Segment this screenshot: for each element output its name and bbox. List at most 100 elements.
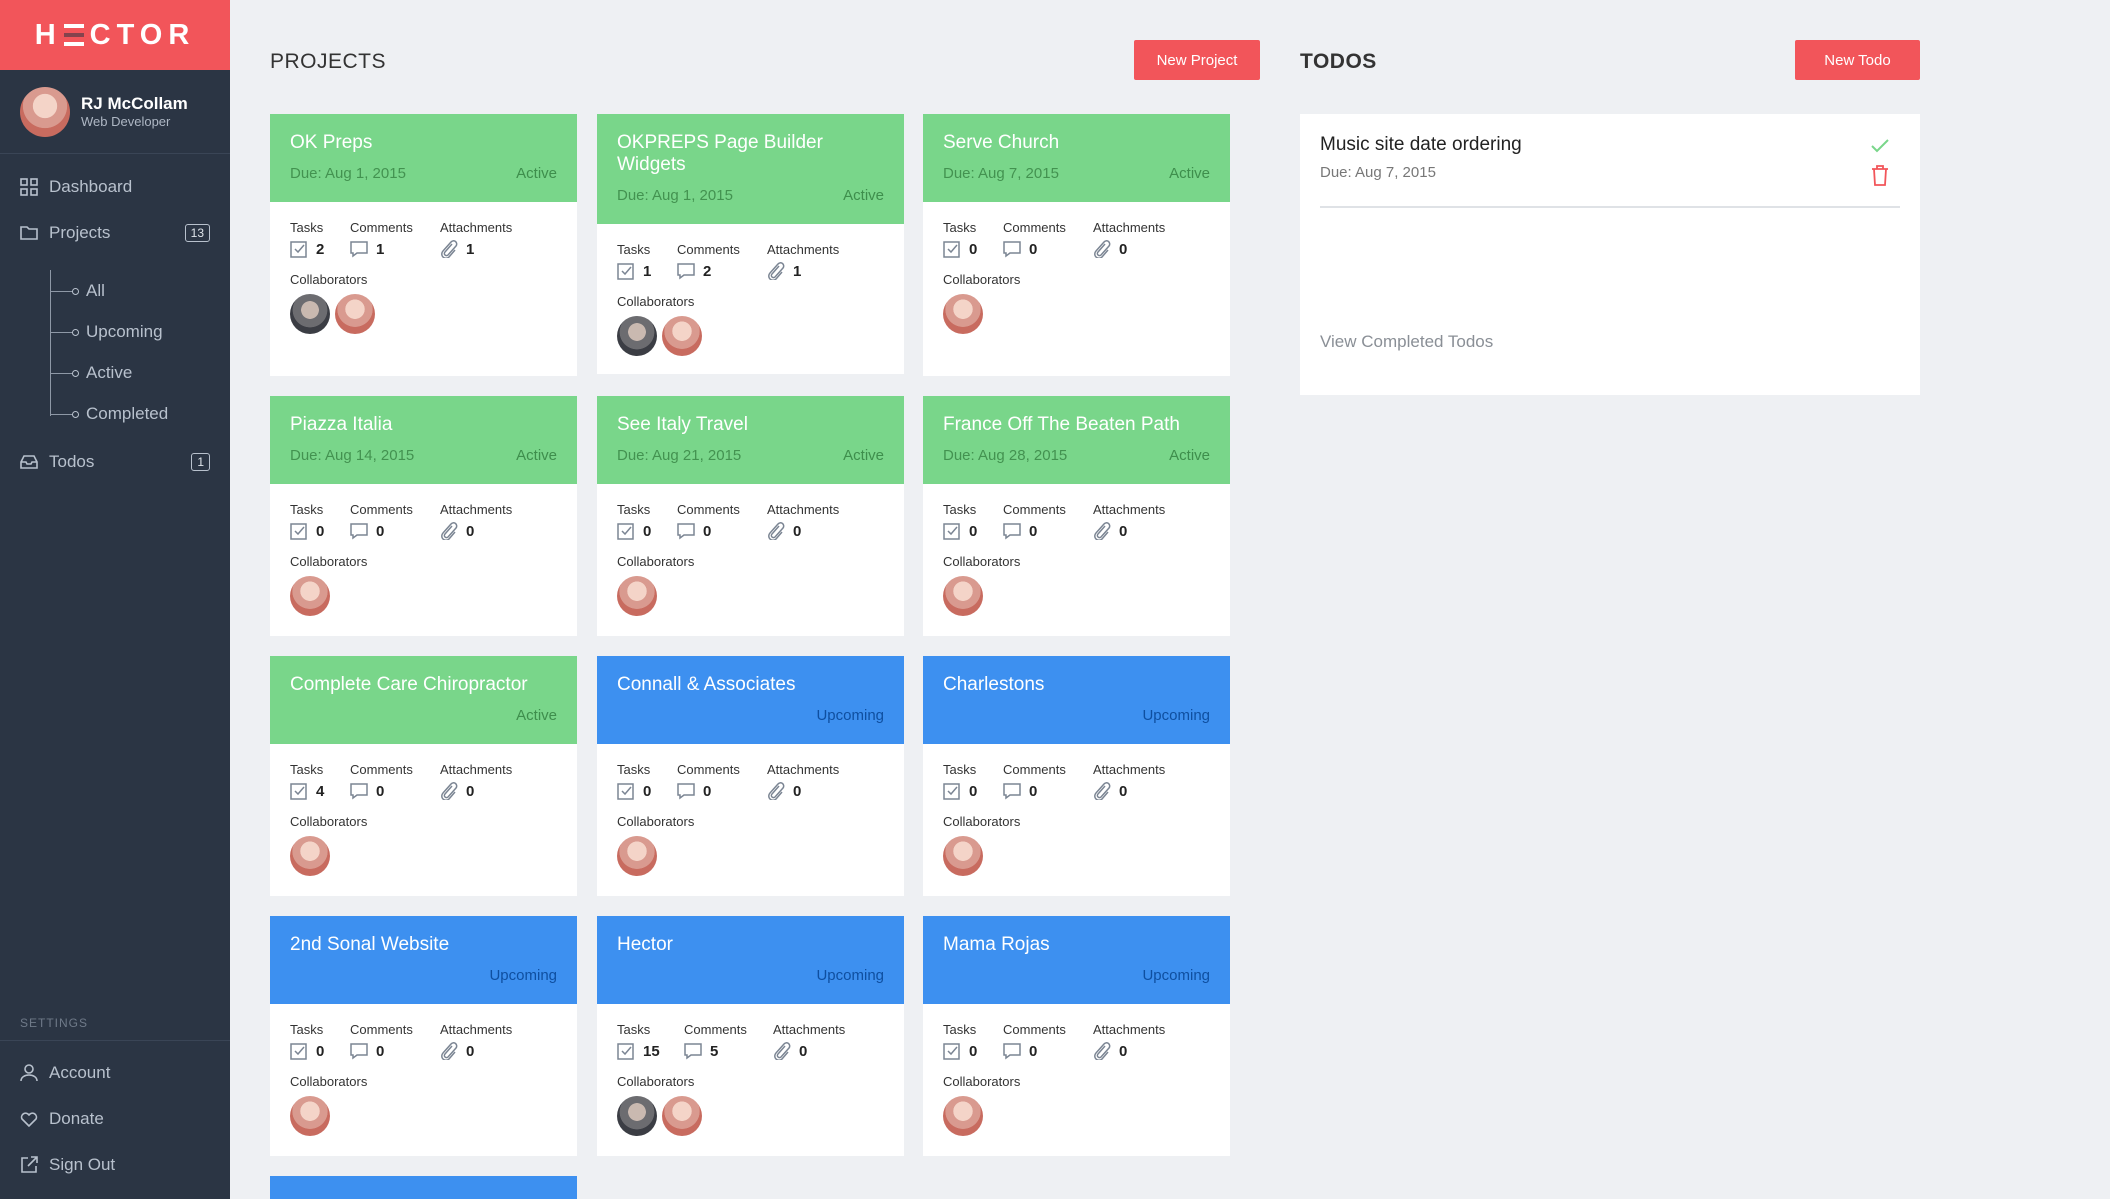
comment-icon bbox=[1003, 241, 1021, 258]
nav-todos[interactable]: Todos 1 bbox=[0, 442, 230, 482]
avatar[interactable] bbox=[617, 836, 657, 876]
collaborators: Collaborators bbox=[923, 272, 1230, 334]
user-profile[interactable]: RJ McCollam Web Developer bbox=[0, 70, 230, 154]
project-card-header[interactable]: 2nd Sonal Website Upcoming bbox=[270, 916, 577, 1004]
tree-node-icon bbox=[50, 288, 79, 295]
project-title[interactable]: Complete Care Chiropractor bbox=[290, 674, 528, 695]
stat-tasks: Tasks 4 bbox=[290, 762, 324, 800]
projects-subtree-line bbox=[50, 270, 78, 416]
project-card-header[interactable]: Piazza Italia Due: Aug 14, 2015 Active bbox=[270, 396, 577, 484]
project-card[interactable]: France Off The Beaten Path Due: Aug 28, 2… bbox=[923, 396, 1230, 636]
nav-donate[interactable]: Donate bbox=[0, 1099, 230, 1139]
avatar[interactable] bbox=[662, 1096, 702, 1136]
nav-dashboard[interactable]: Dashboard bbox=[0, 167, 230, 207]
project-card[interactable]: Complete Care Chiropractor Active Tasks 4 Co… bbox=[270, 656, 577, 896]
nav-todos-label: Todos bbox=[49, 452, 95, 471]
project-card-header[interactable]: Connall & Associates Upcoming bbox=[597, 656, 904, 744]
stat-tasks-label: Tasks bbox=[290, 502, 324, 517]
project-stats: Tasks 0 Comments 0 Attachments 0 bbox=[597, 744, 904, 814]
project-card[interactable]: OKPREPS Page Builder Widgets Due: Aug 1, … bbox=[597, 114, 904, 374]
project-title[interactable]: Charlestons bbox=[943, 674, 1045, 695]
avatar[interactable] bbox=[943, 294, 983, 334]
project-due-date: Due: Aug 21, 2015 bbox=[617, 447, 742, 464]
stat-comments-value: 0 bbox=[376, 782, 385, 800]
project-card[interactable]: Connall & Associates Upcoming Tasks 0 Commen… bbox=[597, 656, 904, 896]
project-card-header[interactable]: Complete Care Chiropractor Active bbox=[270, 656, 577, 744]
project-card[interactable]: Charlestons Upcoming Tasks 0 Comments 0 Attach… bbox=[923, 656, 1230, 896]
project-card[interactable]: Mama Rojas Upcoming Tasks 0 Comments 0 Attachm… bbox=[923, 916, 1230, 1156]
avatar bbox=[20, 86, 70, 137]
project-title[interactable]: Hector bbox=[617, 934, 673, 955]
project-card-header[interactable]: See Italy Travel Due: Aug 21, 2015 Active bbox=[597, 396, 904, 484]
stat-comments-value: 0 bbox=[703, 522, 712, 540]
project-card-header[interactable]: OKPREPS Page Builder Widgets Due: Aug 1, … bbox=[597, 114, 904, 224]
checkbox-icon bbox=[290, 1043, 307, 1060]
avatar[interactable] bbox=[617, 316, 657, 356]
avatar[interactable] bbox=[290, 836, 330, 876]
stat-comments: Comments 0 bbox=[677, 502, 740, 540]
avatar[interactable] bbox=[290, 294, 330, 334]
project-card-header[interactable]: Mama Rojas Upcoming bbox=[923, 916, 1230, 1004]
stat-comments-value: 1 bbox=[376, 240, 385, 258]
avatar[interactable] bbox=[290, 576, 330, 616]
project-card-header[interactable]: OK Preps Due: Aug 1, 2015 Active bbox=[270, 114, 577, 202]
project-card-header[interactable]: Charlestons Upcoming bbox=[923, 656, 1230, 744]
project-title[interactable]: Piazza Italia bbox=[290, 414, 393, 435]
avatar[interactable] bbox=[943, 576, 983, 616]
stat-tasks-value: 0 bbox=[316, 522, 325, 540]
todos-title: TODOS bbox=[1300, 50, 1377, 73]
checkbox-icon bbox=[943, 523, 960, 540]
new-todo-button[interactable]: New Todo bbox=[1795, 40, 1920, 80]
nav-account[interactable]: Account bbox=[0, 1053, 230, 1093]
new-project-button[interactable]: New Project bbox=[1134, 40, 1260, 80]
project-title[interactable]: OKPREPS Page Builder Widgets bbox=[617, 132, 823, 175]
project-title[interactable]: 2nd Sonal Website bbox=[290, 934, 450, 955]
avatar[interactable] bbox=[943, 836, 983, 876]
todo-item[interactable]: Music site date ordering Due: Aug 7, 201… bbox=[1320, 134, 1900, 208]
project-card-header[interactable]: Hector Upcoming bbox=[597, 916, 904, 1004]
stat-tasks-value: 0 bbox=[969, 1042, 978, 1060]
avatar[interactable] bbox=[335, 294, 375, 334]
todo-title: Music site date ordering bbox=[1320, 134, 1522, 155]
project-card[interactable]: See Italy Travel Due: Aug 21, 2015 Active T… bbox=[597, 396, 904, 636]
project-card-header[interactable]: Serve Church Due: Aug 7, 2015 Active bbox=[923, 114, 1230, 202]
nav-sub-upcoming[interactable]: Upcoming bbox=[86, 322, 163, 341]
collaborators-label: Collaborators bbox=[617, 554, 695, 569]
project-status: Active bbox=[843, 447, 884, 464]
check-icon[interactable] bbox=[1870, 136, 1890, 156]
nav-projects[interactable]: Projects 13 bbox=[0, 213, 230, 253]
avatar[interactable] bbox=[617, 576, 657, 616]
project-card[interactable]: Serve Church Due: Aug 7, 2015 Active Tasks 0… bbox=[923, 114, 1230, 376]
project-title[interactable]: See Italy Travel bbox=[617, 414, 748, 435]
collaborators: Collaborators bbox=[923, 1074, 1230, 1136]
nav-sub-all[interactable]: All bbox=[86, 281, 105, 300]
avatar[interactable] bbox=[943, 1096, 983, 1136]
project-card-header[interactable]: France Off The Beaten Path Due: Aug 28, 2… bbox=[923, 396, 1230, 484]
project-card[interactable]: Hector Upcoming Tasks 15 Comments 5 Attachment… bbox=[597, 916, 904, 1156]
project-title[interactable]: France Off The Beaten Path bbox=[943, 414, 1180, 435]
logo[interactable]: H CTOR bbox=[0, 0, 230, 70]
avatar[interactable] bbox=[290, 1096, 330, 1136]
nav-sub-completed[interactable]: Completed bbox=[86, 404, 169, 423]
project-card[interactable] bbox=[270, 1176, 577, 1199]
project-title[interactable]: Mama Rojas bbox=[943, 934, 1050, 955]
project-title[interactable]: OK Preps bbox=[290, 132, 373, 153]
nav-sub-active[interactable]: Active bbox=[86, 363, 133, 382]
checkbox-icon bbox=[943, 1043, 960, 1060]
project-card[interactable]: OK Preps Due: Aug 1, 2015 Active Tasks 2 Comm… bbox=[270, 114, 577, 376]
trash-icon[interactable] bbox=[1870, 164, 1890, 186]
nav-sign-out[interactable]: Sign Out bbox=[0, 1145, 230, 1185]
project-title[interactable]: Connall & Associates bbox=[617, 674, 796, 695]
project-due-date: Due: Aug 14, 2015 bbox=[290, 447, 415, 464]
project-stats: Tasks 0 Comments 0 Attachments 0 bbox=[597, 484, 904, 554]
collaborators: Collaborators bbox=[923, 554, 1230, 616]
stat-comments-label: Comments bbox=[350, 762, 413, 777]
project-card[interactable]: 2nd Sonal Website Upcoming Tasks 0 Comments 0… bbox=[270, 916, 577, 1156]
checkbox-icon bbox=[617, 1043, 634, 1060]
todos-count-badge: 1 bbox=[191, 453, 210, 471]
project-card[interactable]: Piazza Italia Due: Aug 14, 2015 Active Task… bbox=[270, 396, 577, 636]
avatar[interactable] bbox=[662, 316, 702, 356]
project-title[interactable]: Serve Church bbox=[943, 132, 1060, 153]
avatar[interactable] bbox=[617, 1096, 657, 1136]
view-completed-todos-link[interactable]: View Completed Todos bbox=[1320, 332, 1494, 351]
